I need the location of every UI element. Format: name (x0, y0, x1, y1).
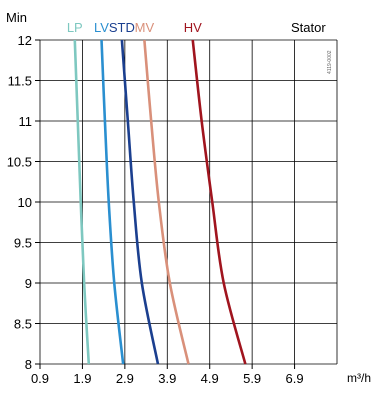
y-tick-label: 8 (25, 357, 32, 372)
x-tick-label: 2.9 (116, 371, 134, 386)
y-axis-label: Min (6, 10, 27, 25)
series-line-lp (73, 39, 91, 365)
labels: Min m³/h Stator 4119-0002 (6, 10, 371, 385)
y-tick-label: 8.5 (14, 317, 32, 332)
y-tick-label: 9 (25, 276, 32, 291)
y-tick-label: 12 (18, 33, 32, 48)
y-tick-label: 10.5 (7, 155, 32, 170)
grid (39, 39, 338, 365)
legend-label-mv: MV (135, 20, 155, 35)
series-line-lv (100, 39, 125, 365)
legend-label-lv: LV (94, 20, 109, 35)
x-tick-label: 0.9 (31, 371, 49, 386)
axes: 0.9 1.9 2.9 3.9 4.9 5.9 6.9 8 8.5 9 9.5 10 10.5 11 11.… (7, 33, 304, 386)
series-line-std (120, 39, 160, 365)
y-tick-label: 11.5 (8, 74, 32, 89)
x-tick-label: 5.9 (243, 371, 261, 386)
y-tick-label: 9.5 (14, 236, 32, 251)
x-tick-label: 4.9 (201, 371, 219, 386)
legend-label-std: STD (109, 20, 135, 35)
y-tick-label: 10 (18, 195, 32, 210)
stator-label: Stator (291, 20, 326, 35)
series-group: LP LV STD MV HV (67, 20, 247, 365)
x-tick-label: 1.9 (73, 371, 91, 386)
x-tick-label: 3.9 (158, 371, 176, 386)
legend-label-hv: HV (184, 20, 202, 35)
figure-code-label: 4119-0002 (327, 50, 333, 74)
y-tick-label: 11 (19, 114, 33, 129)
legend-label-lp: LP (67, 20, 83, 35)
x-axis-label: m³/h (347, 371, 371, 385)
series-line-mv (143, 39, 190, 365)
series-line-hv (191, 39, 247, 365)
x-tick-label: 6.9 (286, 371, 304, 386)
